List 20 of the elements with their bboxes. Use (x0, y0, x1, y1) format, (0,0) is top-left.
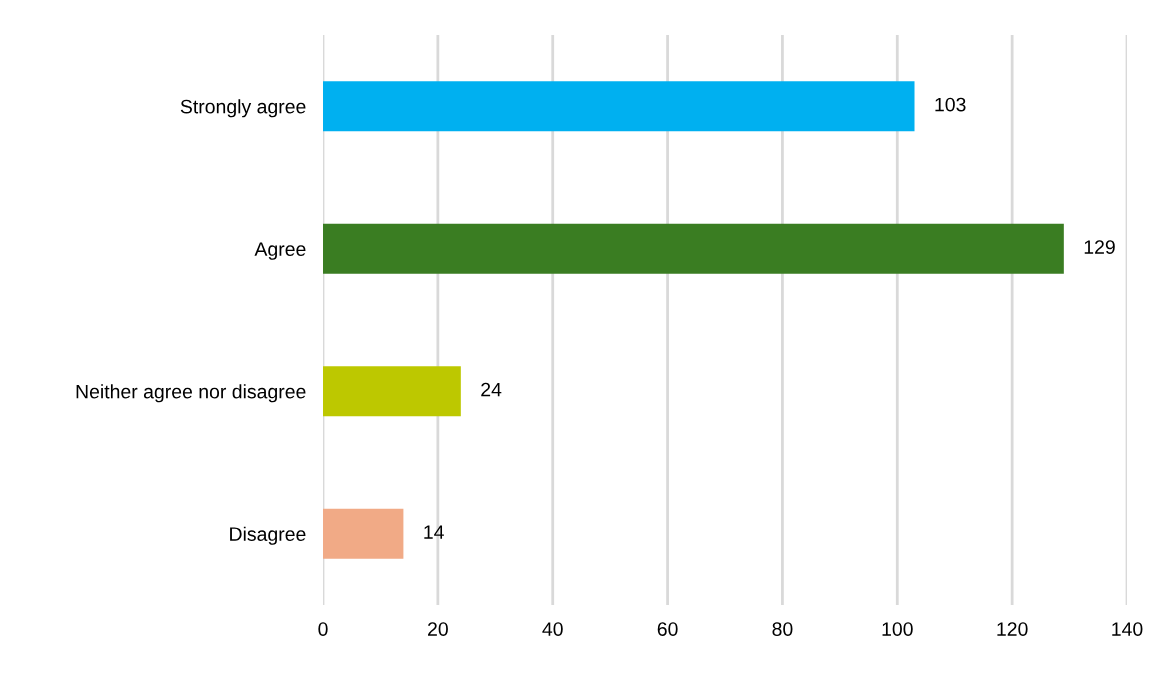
bar (323, 366, 461, 417)
y-tick-label: Agree (254, 242, 306, 260)
x-tick-label: 0 (318, 622, 328, 636)
data-label: 24 (481, 382, 502, 397)
y-tick-label: Strongly agree (180, 99, 306, 118)
data-label: 129 (1084, 240, 1115, 254)
data-label: 14 (424, 525, 444, 539)
x-tick-label: 140 (1112, 622, 1143, 636)
x-tick-label: 100 (882, 622, 913, 636)
y-tick-label: Disagree (230, 526, 306, 545)
y-tick-label: Neither agree nor disagree (76, 384, 306, 403)
data-label: 103 (935, 97, 966, 112)
bar (323, 81, 915, 132)
x-tick-label: 20 (428, 622, 448, 636)
bar (323, 223, 1064, 274)
x-tick-label: 80 (772, 622, 793, 636)
bar (323, 508, 404, 559)
x-tick-label: 60 (657, 622, 678, 636)
x-tick-label: 120 (997, 622, 1028, 636)
x-tick-label: 40 (542, 622, 563, 636)
